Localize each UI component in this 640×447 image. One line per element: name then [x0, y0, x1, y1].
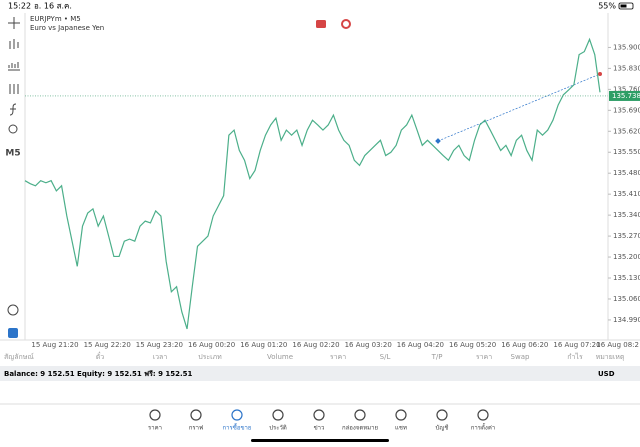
nav-icon[interactable] [149, 409, 161, 421]
x-tick-label: 16 Aug 03:20 [345, 341, 392, 349]
y-tick-label: 135.830 [613, 64, 640, 72]
price-line [24, 37, 601, 330]
nav-icon[interactable] [272, 409, 284, 421]
nav-icon[interactable] [436, 409, 448, 421]
y-tick-label: 135.410 [613, 190, 640, 198]
buy-button[interactable] [341, 19, 351, 29]
nav-icon[interactable] [354, 409, 366, 421]
trend-line[interactable] [437, 73, 601, 142]
x-tick-label: 16 Aug 05:20 [449, 341, 496, 349]
x-tick-label: 16 Aug 08:2 [596, 341, 639, 349]
nav-label[interactable]: กราฟ [189, 425, 203, 432]
x-tick-label: 15 Aug 21:20 [31, 341, 78, 349]
nav-label[interactable]: บัญชี [436, 424, 449, 432]
table-header[interactable]: Volume [267, 353, 293, 361]
y-tick-label: 134.990 [613, 316, 640, 324]
y-tick-label: 135.060 [613, 295, 640, 303]
nav-icon[interactable] [477, 409, 489, 421]
x-tick-label: 16 Aug 00:20 [188, 341, 235, 349]
sell-button[interactable] [316, 20, 326, 28]
timeframe-button[interactable]: M5 [5, 149, 20, 159]
search-icon[interactable] [7, 304, 19, 316]
y-tick-label: 135.270 [613, 232, 640, 240]
objects-icon[interactable] [8, 124, 18, 134]
x-tick-label: 16 Aug 06:20 [501, 341, 548, 349]
balance-currency: USD [598, 370, 615, 378]
status-time: 15:22 [8, 2, 31, 11]
nav-label[interactable]: แชท [395, 425, 407, 432]
candles-icon[interactable] [9, 39, 19, 49]
function-icon[interactable] [9, 103, 17, 116]
x-tick-label: 16 Aug 04:20 [397, 341, 444, 349]
table-header[interactable]: ราคา [476, 353, 492, 361]
y-tick-label: 135.690 [613, 106, 640, 114]
status-date: อ. 16 ส.ค. [34, 2, 72, 11]
table-header[interactable]: เวลา [153, 353, 168, 361]
battery-level [620, 4, 627, 8]
indicators-icon[interactable] [9, 84, 19, 94]
y-tick-label: 135.620 [613, 127, 640, 135]
x-tick-label: 16 Aug 02:20 [292, 341, 339, 349]
y-tick-label: 135.480 [613, 169, 640, 177]
battery-icon [618, 2, 634, 10]
toolbar-icons[interactable] [7, 17, 20, 316]
y-tick-label: 135.900 [613, 43, 640, 51]
volumes-icon[interactable] [8, 62, 20, 71]
last-price-label: 135.738 [612, 92, 640, 100]
table-header[interactable]: T/P [431, 353, 443, 361]
y-tick-label: 135.550 [613, 148, 640, 156]
nav-icon[interactable] [190, 409, 202, 421]
y-tick-label: 135.340 [613, 211, 640, 219]
last-price-box [609, 90, 640, 101]
y-tick-label: 135.130 [613, 274, 640, 282]
nav-label[interactable]: กล่องจดหมาย [342, 425, 378, 432]
table-header[interactable]: กำไร [567, 352, 583, 361]
table-header[interactable]: ประเภท [198, 353, 222, 361]
table-header[interactable]: ตั๋ว [96, 352, 105, 361]
trend-handle[interactable] [598, 72, 602, 76]
nav-label[interactable]: ประวัติ [269, 425, 287, 432]
chart-description: Euro vs Japanese Yen [30, 24, 104, 32]
nav-label[interactable]: การตั้งค่า [471, 422, 495, 432]
table-header[interactable]: S/L [380, 353, 391, 361]
status-battery: 55% [598, 2, 616, 11]
table-header[interactable]: ราคา [330, 353, 346, 361]
crosshair-icon[interactable] [8, 17, 20, 29]
x-tick-label: 16 Aug 01:20 [240, 341, 287, 349]
y-tick-label: 135.200 [613, 253, 640, 261]
trend-handle[interactable] [435, 138, 441, 144]
nav-label[interactable]: ราคา [148, 425, 162, 432]
x-tick-label: 15 Aug 23:20 [136, 341, 183, 349]
balance-text: Balance: 9 152.51 Equity: 9 152.51 ฟรี: … [4, 370, 193, 378]
nav-icon[interactable] [231, 409, 243, 421]
y-tick-label: 135.760 [613, 85, 640, 93]
nav-icon[interactable] [395, 409, 407, 421]
chart-symbol: EURJPYm • M5 [30, 15, 81, 23]
table-header[interactable]: หมายเหตุ [596, 353, 625, 361]
nav-label[interactable]: การซื้อขาย [223, 422, 252, 432]
balance-bar [0, 366, 640, 381]
table-header[interactable]: สัญลักษณ์ [4, 353, 34, 361]
nav-label[interactable]: ข่าว [314, 425, 325, 432]
nav-icon[interactable] [313, 409, 325, 421]
x-tick-label: 16 Aug 07:20 [553, 341, 600, 349]
table-header[interactable]: Swap [511, 353, 530, 361]
app-icon[interactable] [8, 328, 18, 338]
home-indicator [251, 439, 389, 442]
x-tick-label: 15 Aug 22:20 [84, 341, 131, 349]
